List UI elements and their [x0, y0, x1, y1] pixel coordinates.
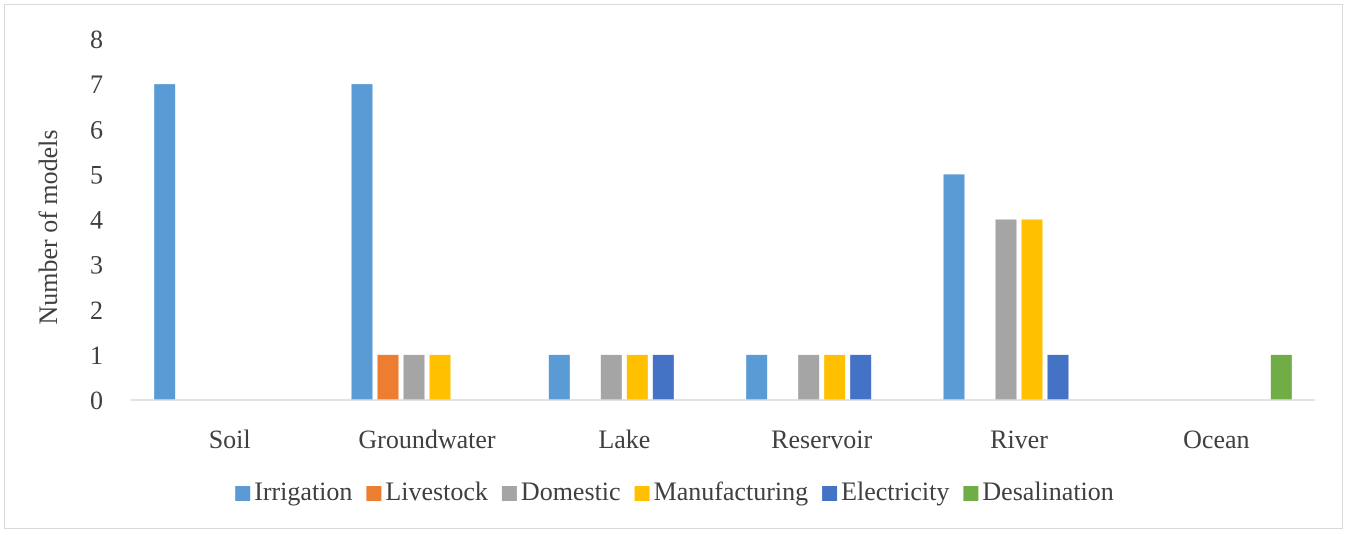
bar-irrigation-soil	[154, 84, 176, 400]
chart-frame: 0 1 2 3 4 5 6 7 8 Number of models Soil Groundwat…	[4, 4, 1343, 529]
bar-manufacturing-lake	[626, 354, 648, 400]
legend-label: Manufacturing	[654, 477, 809, 506]
bar-electricity-reservoir	[850, 354, 872, 400]
bar-electricity-lake	[652, 354, 674, 400]
legend-label: Irrigation	[254, 477, 352, 506]
legend-label: Desalination	[982, 477, 1113, 506]
bar-irrigation-river	[943, 174, 965, 400]
legend-swatch	[501, 486, 517, 501]
y-tick-label: 8	[90, 25, 103, 54]
bar-irrigation-groundwater	[351, 84, 373, 400]
bar-manufacturing-reservoir	[824, 354, 846, 400]
legend-item: Livestock	[366, 477, 488, 506]
x-tick-label: Soil	[209, 425, 251, 454]
bar-electricity-river	[1047, 354, 1069, 400]
y-tick-label: 6	[90, 115, 103, 144]
bar-manufacturing-groundwater	[429, 354, 451, 400]
x-tick-label: Lake	[598, 425, 650, 454]
y-tick-label: 5	[90, 160, 103, 189]
legend-item: Electricity	[822, 477, 949, 506]
x-tick-label: River	[990, 425, 1048, 454]
y-tick-label: 0	[90, 386, 103, 415]
bar-chart: 0 1 2 3 4 5 6 7 8 Number of models Soil Groundwat…	[34, 25, 1315, 506]
y-tick-label: 2	[90, 296, 103, 325]
legend: Irrigation Livestock Domestic Manufacturing…	[235, 477, 1114, 506]
x-tick-label: Ocean	[1183, 425, 1249, 454]
bar-manufacturing-river	[1021, 219, 1043, 400]
bar-livestock-groundwater	[377, 354, 399, 400]
x-axis-ticks: Soil Groundwater Lake Reservoir River Ocean	[209, 425, 1250, 454]
legend-item: Domestic	[501, 477, 621, 506]
legend-item: Irrigation	[235, 477, 352, 506]
legend-swatch	[634, 486, 650, 501]
y-tick-label: 7	[90, 70, 103, 99]
legend-label: Electricity	[841, 477, 949, 506]
bars	[154, 84, 1292, 400]
legend-swatch	[963, 486, 979, 501]
bar-desalination-ocean	[1270, 354, 1292, 400]
y-axis-ticks: 0 1 2 3 4 5 6 7 8	[90, 25, 103, 415]
legend-swatch	[822, 486, 838, 501]
bar-domestic-river	[995, 219, 1017, 400]
y-tick-label: 1	[90, 341, 103, 370]
bar-domestic-reservoir	[798, 354, 820, 400]
x-tick-label: Reservoir	[771, 425, 872, 454]
bar-irrigation-lake	[548, 354, 570, 400]
x-tick-label: Groundwater	[358, 425, 496, 454]
y-tick-label: 4	[90, 206, 103, 235]
y-tick-label: 3	[90, 251, 103, 280]
bar-domestic-groundwater	[403, 354, 425, 400]
bar-irrigation-reservoir	[746, 354, 768, 400]
y-axis-title: Number of models	[34, 130, 63, 325]
legend-swatch	[235, 486, 251, 501]
bar-domestic-lake	[600, 354, 622, 400]
legend-swatch	[366, 486, 382, 501]
legend-label: Domestic	[521, 477, 621, 506]
legend-item: Desalination	[963, 477, 1114, 506]
legend-label: Livestock	[385, 477, 488, 506]
legend-item: Manufacturing	[634, 477, 809, 506]
